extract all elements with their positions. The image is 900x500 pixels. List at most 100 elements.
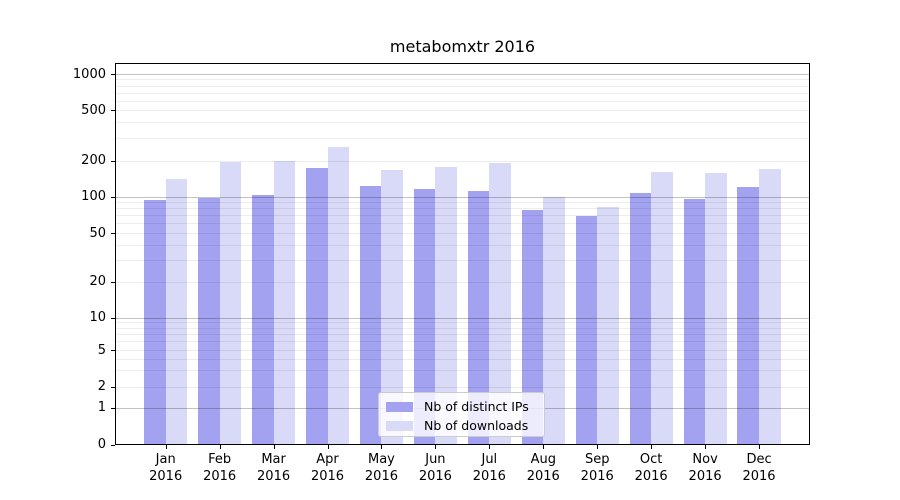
x-tick-mark — [759, 445, 761, 449]
gridline-minor — [116, 223, 809, 225]
x-tick-label-may: May 2016 — [364, 452, 398, 484]
gridline-minor — [116, 327, 809, 329]
x-tick-mark — [273, 445, 275, 449]
gridline-minor — [116, 358, 809, 360]
y-tick-mark — [111, 444, 115, 446]
legend-entry-downloads: Nb of downloads — [379, 416, 544, 435]
x-tick-mark — [489, 445, 491, 449]
x-tick-mark — [705, 445, 707, 449]
x-tick-label-jul: Jul 2016 — [472, 452, 506, 484]
x-tick-mark — [597, 445, 599, 449]
y-tick-label: 100 — [81, 189, 106, 204]
y-tick-label: 500 — [81, 102, 106, 118]
gridline-major — [116, 196, 809, 198]
gridline-minor — [116, 260, 809, 262]
y-tick-label: 1000 — [72, 66, 106, 82]
gridline-major — [116, 74, 809, 75]
bar-distinct-ips-apr — [305, 168, 328, 444]
y-tick-mark — [111, 110, 115, 111]
gridline-major — [116, 317, 809, 319]
y-tick-mark — [111, 233, 115, 234]
gridline-minor — [116, 244, 809, 246]
y-tick-label: 20 — [89, 274, 106, 289]
y-tick-mark — [111, 407, 115, 409]
gridline-minor — [116, 208, 809, 210]
y-tick-label: 0 — [97, 437, 106, 452]
gridline-minor — [116, 215, 809, 217]
y-tick-label: 2 — [97, 379, 106, 394]
legend-swatch-distinct-ips — [386, 401, 413, 412]
bar-distinct-ips-jan — [144, 200, 166, 444]
gridline-minor — [116, 370, 809, 372]
bar-downloads-mar — [273, 161, 296, 444]
y-tick-label: 10 — [89, 310, 106, 325]
gridline-minor — [116, 386, 809, 388]
bar-downloads-dec — [759, 168, 781, 444]
gridline-minor — [116, 322, 809, 324]
x-tick-label-apr: Apr 2016 — [310, 452, 345, 484]
x-tick-mark — [165, 445, 167, 449]
x-tick-label-jun: Jun 2016 — [418, 452, 452, 484]
chart-title: metabomxtr 2016 — [389, 37, 536, 56]
x-tick-label-sep: Sep 2016 — [580, 452, 614, 484]
bar-distinct-ips-jul — [467, 191, 490, 444]
y-tick-label: 200 — [81, 153, 106, 168]
gridline-minor — [116, 160, 809, 162]
x-tick-mark — [435, 445, 437, 449]
bar-distinct-ips-mar — [251, 195, 274, 444]
bar-downloads-aug — [543, 196, 565, 444]
y-tick-label: 5 — [97, 342, 106, 358]
gridline-minor — [116, 138, 809, 140]
gridline-minor — [116, 281, 809, 283]
legend-label-distinct-ips: Nb of distinct IPs — [424, 399, 529, 414]
bar-distinct-ips-nov — [683, 198, 706, 444]
bar-downloads-sep — [597, 206, 619, 444]
x-tick-mark — [381, 445, 383, 449]
bar-downloads-oct — [651, 172, 673, 444]
legend: Nb of distinct IPs Nb of downloads — [378, 392, 545, 437]
bar-distinct-ips-aug — [521, 210, 544, 444]
x-tick-label-dec: Dec 2016 — [742, 452, 776, 484]
x-tick-mark — [651, 445, 653, 449]
bar-downloads-jun — [435, 167, 457, 444]
gridline-minor — [116, 79, 809, 81]
y-tick-mark — [111, 386, 115, 388]
bar-downloads-may — [381, 170, 404, 444]
bar-distinct-ips-feb — [198, 198, 220, 444]
y-tick-label: 1 — [97, 400, 106, 415]
gridline-minor — [116, 122, 809, 124]
bar-distinct-ips-dec — [737, 187, 760, 444]
gridline-minor — [116, 110, 809, 111]
gridline-minor — [116, 334, 809, 336]
y-tick-mark — [111, 350, 115, 351]
bar-distinct-ips-sep — [575, 216, 598, 444]
legend-swatch-downloads — [386, 420, 413, 431]
bar-downloads-feb — [219, 162, 242, 444]
x-tick-label-mar: Mar 2016 — [257, 452, 291, 484]
y-tick-mark — [111, 196, 115, 198]
gridline-minor — [116, 100, 809, 102]
gridline-minor — [116, 202, 809, 204]
legend-entry-distinct-ips: Nb of distinct IPs — [379, 397, 544, 416]
x-tick-mark — [327, 445, 329, 449]
x-tick-label-jan: Jan 2016 — [149, 452, 183, 484]
y-tick-label: 50 — [89, 225, 106, 241]
x-tick-label-oct: Oct 2016 — [634, 452, 668, 484]
x-tick-label-nov: Nov 2016 — [688, 452, 722, 484]
bar-downloads-jan — [165, 179, 188, 444]
y-tick-mark — [111, 317, 115, 319]
x-tick-mark — [219, 445, 221, 449]
gridline-minor — [116, 85, 809, 87]
gridline-minor — [116, 350, 809, 351]
x-tick-label-feb: Feb 2016 — [203, 452, 237, 484]
x-tick-label-aug: Aug 2016 — [526, 452, 560, 484]
gridline-minor — [116, 233, 809, 234]
y-tick-mark — [111, 74, 115, 75]
bar-downloads-jul — [489, 163, 511, 444]
y-tick-mark — [111, 160, 115, 162]
x-tick-mark — [543, 445, 545, 449]
bar-downloads-nov — [705, 172, 727, 444]
gridline-minor — [116, 92, 809, 94]
gridline-minor — [116, 341, 809, 343]
